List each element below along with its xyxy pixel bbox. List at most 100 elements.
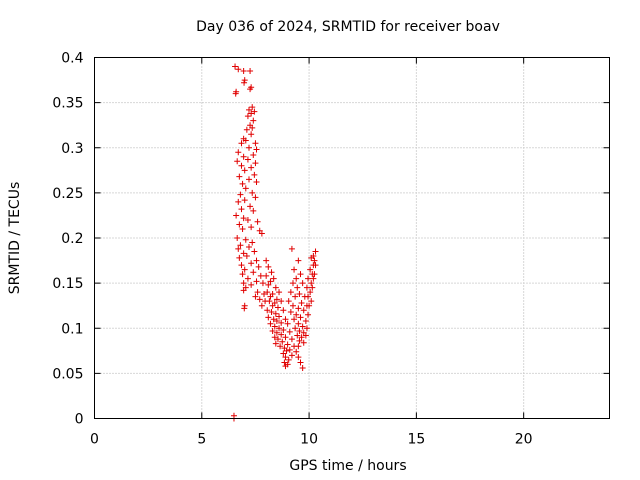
data-point xyxy=(288,352,295,359)
data-point xyxy=(250,269,257,276)
data-point xyxy=(263,272,270,279)
data-point xyxy=(279,338,286,345)
data-point xyxy=(270,316,277,323)
data-point xyxy=(278,331,285,338)
data-point xyxy=(267,293,274,300)
data-point xyxy=(273,296,280,303)
data-point xyxy=(303,325,310,332)
data-point xyxy=(298,299,305,306)
data-point xyxy=(250,151,257,158)
data-point xyxy=(240,68,247,75)
data-point xyxy=(249,239,256,246)
data-point xyxy=(248,260,255,267)
data-point xyxy=(306,302,313,309)
data-point xyxy=(303,284,310,291)
data-point xyxy=(252,160,259,167)
data-point xyxy=(261,290,268,297)
data-point xyxy=(274,304,281,311)
y-axis-label: SRMTID / TECUs xyxy=(7,182,23,295)
data-point xyxy=(271,323,278,330)
data-point xyxy=(272,284,279,291)
data-point xyxy=(287,309,294,316)
data-point xyxy=(268,309,275,316)
data-point xyxy=(289,302,296,309)
data-point xyxy=(258,302,265,309)
data-point xyxy=(237,191,244,198)
data-point xyxy=(280,307,287,314)
data-point xyxy=(236,221,243,228)
data-point xyxy=(300,339,307,346)
y-tick-label: 0 xyxy=(75,412,84,428)
data-point xyxy=(302,318,309,325)
data-point xyxy=(293,311,300,318)
data-point xyxy=(236,254,243,261)
plot-frame xyxy=(94,57,610,419)
axis-ticks: 0 0.05 0.1 0.15 0.2 0.25 0.3 0.35 0.4 0 5 10 15 20 xyxy=(52,51,610,448)
data-point xyxy=(282,354,289,361)
data-point xyxy=(255,263,262,270)
data-point xyxy=(285,356,292,363)
data-point xyxy=(276,289,283,296)
data-point xyxy=(235,149,242,156)
data-point xyxy=(235,245,242,252)
data-point xyxy=(308,254,315,261)
data-point xyxy=(242,236,249,243)
data-point xyxy=(243,253,250,260)
data-point xyxy=(250,207,257,214)
data-point xyxy=(269,302,276,309)
data-point xyxy=(300,307,307,314)
data-point xyxy=(280,350,287,357)
data-point xyxy=(232,63,239,70)
data-point xyxy=(236,173,243,180)
data-point xyxy=(305,275,312,282)
data-point xyxy=(296,290,303,297)
data-point xyxy=(311,257,318,264)
data-point xyxy=(278,298,285,305)
chart-title: Day 036 of 2024, SRMTID for receiver boa… xyxy=(196,19,500,35)
x-tick-label: 0 xyxy=(90,432,99,448)
data-point xyxy=(233,212,240,219)
y-tick-label: 0.1 xyxy=(61,321,83,337)
data-point xyxy=(264,289,271,296)
data-point xyxy=(251,248,258,255)
data-point xyxy=(292,325,299,332)
data-point xyxy=(238,162,245,169)
data-point xyxy=(235,198,242,205)
data-point xyxy=(280,327,287,334)
data-point xyxy=(299,280,306,287)
data-point xyxy=(311,271,318,278)
data-point xyxy=(248,164,255,171)
data-point xyxy=(282,334,289,341)
data-point xyxy=(286,328,293,335)
data-point xyxy=(295,343,302,350)
data-point xyxy=(267,320,274,327)
data-point xyxy=(232,90,239,97)
data-point xyxy=(239,271,246,278)
data-point xyxy=(288,336,295,343)
data-point xyxy=(241,266,248,273)
data-point xyxy=(272,340,279,347)
data-point xyxy=(246,106,252,113)
data-point xyxy=(299,323,306,330)
data-point xyxy=(302,332,309,339)
data-point xyxy=(248,281,255,288)
data-point xyxy=(246,244,252,251)
y-tick-label: 0.2 xyxy=(61,231,83,247)
data-point xyxy=(298,334,305,341)
grid xyxy=(94,57,610,419)
data-point xyxy=(244,275,251,282)
data-point xyxy=(307,289,314,296)
data-point xyxy=(284,361,291,368)
data-point xyxy=(295,354,302,361)
data-point xyxy=(295,320,302,327)
data-point xyxy=(295,305,302,312)
data-point xyxy=(240,215,247,222)
data-point xyxy=(237,242,244,249)
data-point xyxy=(309,284,316,291)
data-point xyxy=(249,104,256,111)
data-point xyxy=(274,336,281,343)
data-point xyxy=(264,307,271,314)
data-point xyxy=(246,144,252,151)
data-point xyxy=(240,280,247,287)
data-point xyxy=(247,86,254,93)
